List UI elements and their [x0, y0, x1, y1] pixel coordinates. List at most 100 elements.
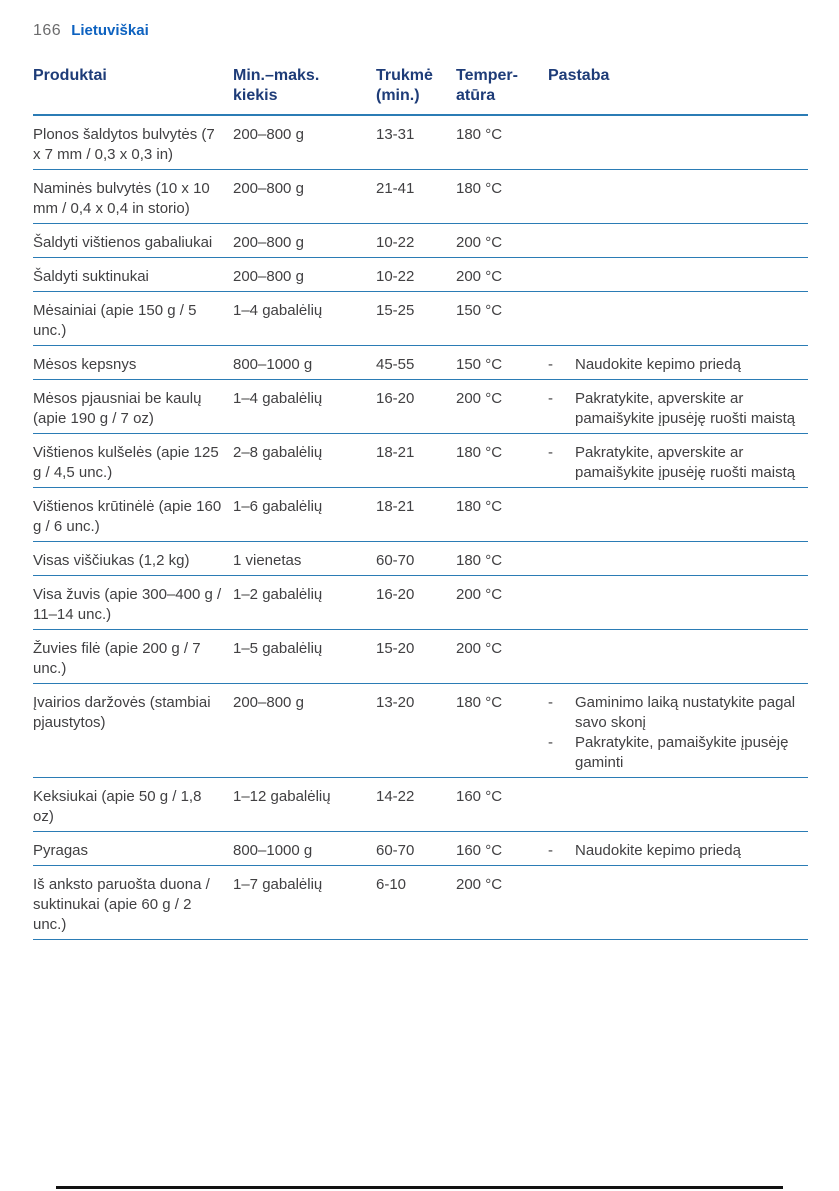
quantity-cell: 1–12 gabalėlių: [233, 777, 376, 832]
time-cell: 18-21: [376, 487, 456, 542]
note-text: Gaminimo laiką nustatykite pagal savo sk…: [575, 694, 796, 731]
product-name-cell: Mėsos pjausniai be kaulų (apie 190 g / 7…: [33, 379, 233, 434]
note-dash: -: [548, 390, 553, 407]
quantity-cell: 1–4 gabalėlių: [233, 379, 376, 434]
time-cell: 15-25: [376, 291, 456, 346]
notes-cell: - Pakratykite, apverskite ar pamaišykite …: [548, 379, 808, 434]
notes-cell: [548, 487, 808, 542]
time-cell: 18-21: [376, 433, 456, 488]
quantity-cell: 2–8 gabalėlių: [233, 433, 376, 488]
temperature-cell: 200 °C: [456, 575, 548, 630]
table-row: Vištienos krūtinėlė (apie 160 g / 6 unc.…: [33, 487, 808, 542]
table-row: Vištienos kulšelės (apie 125 g / 4,5 unc…: [33, 433, 808, 488]
language-label: Lietuviškai: [71, 22, 149, 39]
note-text: Pakratykite, apverskite ar pamaišykite į…: [575, 444, 796, 481]
notes-cell: [548, 541, 808, 576]
product-name-cell: Visas viščiukas (1,2 kg): [33, 541, 233, 576]
time-cell: 15-20: [376, 629, 456, 684]
temperature-cell: 150 °C: [456, 291, 548, 346]
temperature-cell: 180 °C: [456, 169, 548, 224]
quantity-cell: 200–800 g: [233, 257, 376, 292]
notes-cell: [548, 291, 808, 346]
note-text: Naudokite kepimo priedą: [575, 842, 741, 859]
product-name-cell: Keksiukai (apie 50 g / 1,8 oz): [33, 777, 233, 832]
note-dash: -: [548, 444, 553, 461]
time-cell: 45-55: [376, 345, 456, 380]
table-row: Mėsos pjausniai be kaulų (apie 190 g / 7…: [33, 379, 808, 434]
note-item: - Pakratykite, apverskite ar pamaišykite …: [548, 389, 800, 429]
table-row: Mėsos kepsnys 800–1000 g 45-55 150 °C - Naudo…: [33, 345, 808, 380]
table-row: Šaldyti vištienos gabaliukai 200–800 g 10-…: [33, 223, 808, 258]
product-name-cell: Plonos šaldytos bulvytės (7 x 7 mm / 0,3…: [33, 115, 233, 170]
notes-cell: [548, 115, 808, 170]
quantity-cell: 800–1000 g: [233, 831, 376, 866]
product-name-cell: Žuvies filė (apie 200 g / 7 unc.): [33, 629, 233, 684]
time-cell: 60-70: [376, 831, 456, 866]
product-name-cell: Šaldyti vištienos gabaliukai: [33, 223, 233, 258]
note-item: - Pakratykite, pamaišykite įpusėję gamint…: [548, 733, 800, 773]
temperature-cell: 180 °C: [456, 433, 548, 488]
temperature-cell: 150 °C: [456, 345, 548, 380]
table-row: Keksiukai (apie 50 g / 1,8 oz) 1–12 gabal…: [33, 777, 808, 832]
note-text: Pakratykite, apverskite ar pamaišykite į…: [575, 390, 796, 427]
column-header-pastaba: Pastaba: [548, 66, 808, 116]
product-name-cell: Pyragas: [33, 831, 233, 866]
table-row: Iš anksto paruošta duona / suktinukai (a…: [33, 865, 808, 940]
temperature-cell: 200 °C: [456, 379, 548, 434]
page-number: 166: [33, 22, 62, 39]
table-row: Plonos šaldytos bulvytės (7 x 7 mm / 0,3…: [33, 115, 808, 170]
temperature-cell: 180 °C: [456, 487, 548, 542]
product-name-cell: Mėsainiai (apie 150 g / 5 unc.): [33, 291, 233, 346]
time-cell: 21-41: [376, 169, 456, 224]
quantity-cell: 1–7 gabalėlių: [233, 865, 376, 940]
table-row: Visa žuvis (apie 300–400 g / 11–14 unc.)…: [33, 575, 808, 630]
quantity-cell: 1–5 gabalėlių: [233, 629, 376, 684]
time-cell: 6-10: [376, 865, 456, 940]
notes-cell: [548, 865, 808, 940]
column-header-produktai: Produktai: [33, 66, 233, 116]
notes-cell: - Naudokite kepimo priedą: [548, 831, 808, 866]
time-cell: 13-31: [376, 115, 456, 170]
temperature-cell: 200 °C: [456, 223, 548, 258]
table-row: Pyragas 800–1000 g 60-70 160 °C - Naudokite k…: [33, 831, 808, 866]
footer-rule: [56, 1186, 783, 1189]
table-row: Įvairios daržovės (stambiai pjaustytos) 2…: [33, 683, 808, 778]
column-header-temperatura: Temper- atūra: [456, 66, 548, 116]
temperature-cell: 200 °C: [456, 257, 548, 292]
table-row: Naminės bulvytės (10 x 10 mm / 0,4 x 0,4…: [33, 169, 808, 224]
quantity-cell: 200–800 g: [233, 223, 376, 258]
column-header-min-maks-kiekis: Min.–maks. kiekis: [233, 66, 376, 116]
temperature-cell: 160 °C: [456, 831, 548, 866]
time-cell: 10-22: [376, 257, 456, 292]
note-dash: -: [548, 734, 553, 751]
note-item: - Gaminimo laiką nustatykite pagal savo s…: [548, 693, 800, 733]
note-text: Naudokite kepimo priedą: [575, 356, 741, 373]
time-cell: 16-20: [376, 575, 456, 630]
product-name-cell: Mėsos kepsnys: [33, 345, 233, 380]
quantity-cell: 200–800 g: [233, 169, 376, 224]
temperature-cell: 180 °C: [456, 115, 548, 170]
temperature-cell: 180 °C: [456, 541, 548, 576]
note-item: - Naudokite kepimo priedą: [548, 841, 800, 861]
notes-cell: [548, 575, 808, 630]
note-dash: -: [548, 356, 553, 373]
product-name-cell: Vištienos krūtinėlė (apie 160 g / 6 unc.…: [33, 487, 233, 542]
note-dash: -: [548, 842, 553, 859]
notes-cell: [548, 629, 808, 684]
time-cell: 60-70: [376, 541, 456, 576]
table-row: Šaldyti suktinukai 200–800 g 10-22 200 °C: [33, 257, 808, 292]
table-header: Produktai Min.–maks. kiekis Trukmė (min.…: [33, 66, 808, 116]
column-header-trukme: Trukmė (min.): [376, 66, 456, 116]
notes-cell: - Naudokite kepimo priedą: [548, 345, 808, 380]
notes-cell: [548, 223, 808, 258]
temperature-cell: 200 °C: [456, 865, 548, 940]
temperature-cell: 180 °C: [456, 683, 548, 778]
quantity-cell: 1–2 gabalėlių: [233, 575, 376, 630]
product-name-cell: Visa žuvis (apie 300–400 g / 11–14 unc.): [33, 575, 233, 630]
temperature-cell: 200 °C: [456, 629, 548, 684]
product-table-body: Plonos šaldytos bulvytės (7 x 7 mm / 0,3…: [33, 115, 808, 940]
notes-cell: [548, 169, 808, 224]
temperature-cell: 160 °C: [456, 777, 548, 832]
time-cell: 13-20: [376, 683, 456, 778]
notes-cell: [548, 257, 808, 292]
